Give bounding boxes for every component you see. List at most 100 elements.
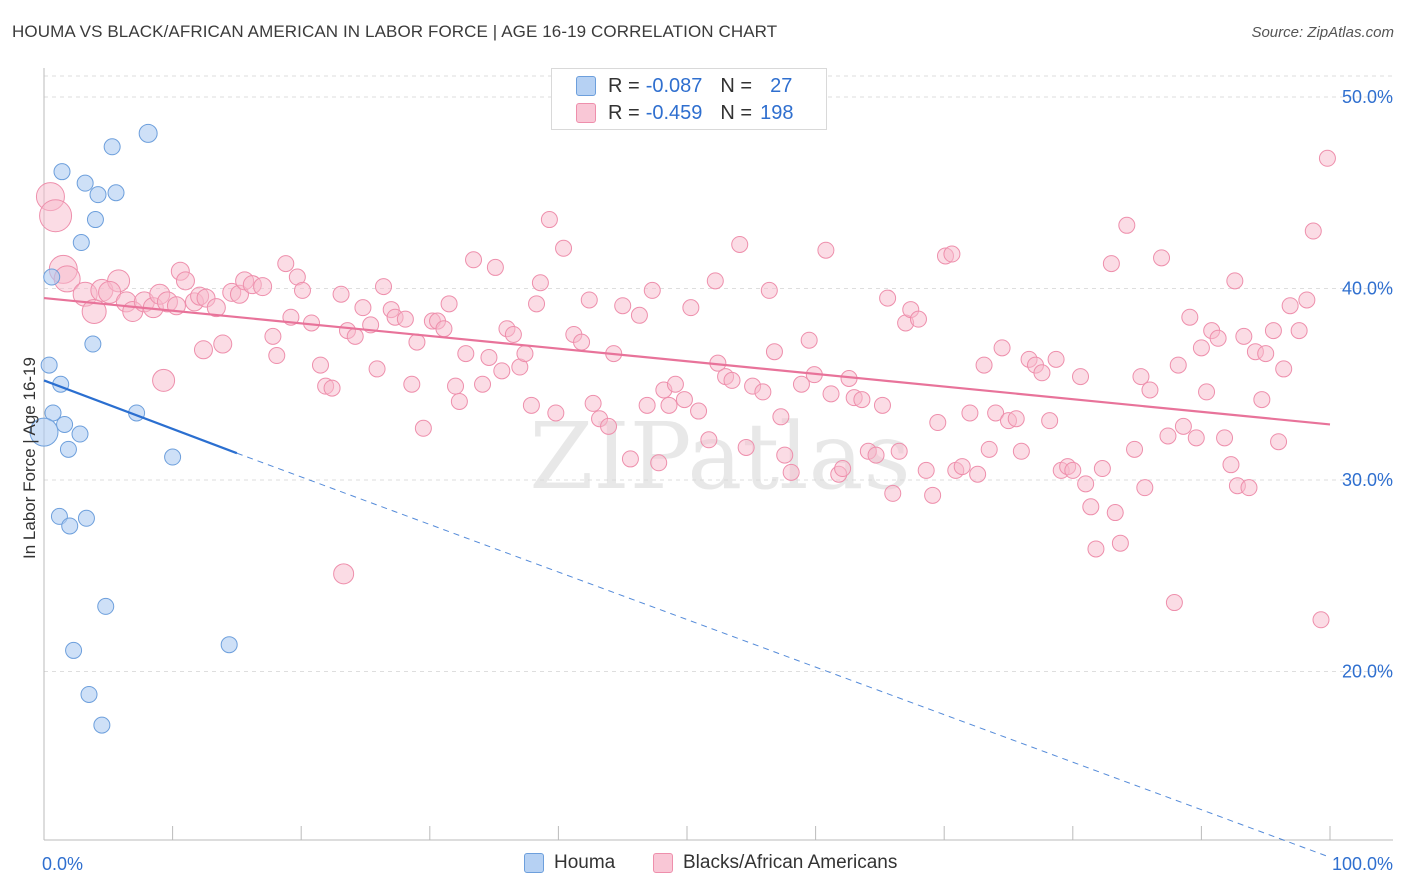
houma-point <box>40 356 58 374</box>
blacks-point <box>1007 410 1025 428</box>
houma-point <box>138 123 158 143</box>
blacks-point <box>396 310 414 328</box>
legend-row-houma: R = -0.087 N = 27 <box>552 73 792 99</box>
legend-item-blacks[interactable]: Blacks/African Americans <box>653 852 897 874</box>
blacks-point <box>754 383 772 401</box>
blacks-point <box>873 396 891 414</box>
blacks-point <box>1318 149 1336 167</box>
y-tick-label: 40.0% <box>1342 279 1393 299</box>
legend-r-label: R = <box>608 101 640 124</box>
blacks-point <box>580 291 598 309</box>
blacks-point <box>1064 461 1082 479</box>
houma-swatch <box>576 76 596 96</box>
blacks-point <box>969 465 987 483</box>
blacks-point <box>311 356 329 374</box>
blacks-point <box>1136 479 1154 497</box>
blacks-point <box>1222 456 1240 474</box>
blacks-point <box>1240 479 1258 497</box>
source-label: Source: ZipAtlas.com <box>1251 24 1394 41</box>
blacks-point <box>643 281 661 299</box>
blacks-point <box>1141 381 1159 399</box>
blacks-point <box>98 280 122 304</box>
legend-r-value: -0.087 <box>645 74 703 97</box>
blacks-point <box>573 333 591 351</box>
blacks-point <box>447 377 465 395</box>
houma-point <box>84 335 102 353</box>
legend-item-houma[interactable]: Houma <box>524 852 615 874</box>
houma-point <box>97 597 115 615</box>
blacks-point <box>293 281 311 299</box>
blacks-point <box>943 245 961 263</box>
blacks-point <box>493 362 511 380</box>
blacks-point <box>1226 272 1244 290</box>
blacks-point <box>1033 364 1051 382</box>
blacks-point <box>457 345 475 363</box>
houma-legend-swatch <box>524 853 544 873</box>
blacks-point <box>531 274 549 292</box>
houma-point <box>80 685 98 703</box>
blacks-point <box>1275 360 1293 378</box>
blacks-point <box>776 446 794 464</box>
blacks-point <box>924 486 942 504</box>
blacks-point <box>884 484 902 502</box>
blacks-point <box>465 251 483 269</box>
blacks-point <box>666 375 684 393</box>
blacks-trend-line <box>43 296 1331 426</box>
blacks-point <box>522 396 540 414</box>
series-houma-points <box>29 123 238 734</box>
blacks-point <box>638 396 656 414</box>
tick-labels: 20.0% 30.0% 40.0% 50.0% 0.0% 100.0% <box>42 87 1393 874</box>
blacks-point <box>953 458 971 476</box>
blacks-point <box>1290 322 1308 340</box>
blacks-point <box>193 340 213 360</box>
legend-item-label: Blacks/African Americans <box>683 852 898 873</box>
houma-trend-line <box>43 379 238 455</box>
blacks-point <box>264 327 282 345</box>
blacks-point <box>723 371 741 389</box>
blacks-point <box>1012 442 1030 460</box>
blacks-point <box>1298 291 1316 309</box>
chart-title: HOUMA VS BLACK/AFRICAN AMERICAN IN LABOR… <box>12 22 778 41</box>
blacks-point <box>346 327 364 345</box>
blacks-point <box>504 325 522 343</box>
blacks-point <box>206 298 226 318</box>
blacks-point <box>675 391 693 409</box>
houma-point <box>86 211 104 229</box>
houma-point <box>89 186 107 204</box>
blacks-point <box>1304 222 1322 240</box>
blacks-point <box>1132 368 1150 386</box>
blacks-point <box>760 281 778 299</box>
blacks-point <box>792 375 810 393</box>
houma-point <box>53 163 71 181</box>
blacks-point <box>682 299 700 317</box>
blacks-point <box>1159 427 1177 445</box>
houma-point <box>29 417 59 447</box>
blacks-point <box>650 454 668 472</box>
blacks-point <box>614 297 632 315</box>
blacks-point <box>528 295 546 313</box>
blacks-point <box>1082 498 1100 516</box>
blacks-point <box>403 375 421 393</box>
blacks-point <box>975 356 993 374</box>
blacks-point <box>1264 322 1282 340</box>
blacks-point <box>354 299 372 317</box>
legend-item-label: Houma <box>554 852 616 873</box>
trend-lines <box>43 296 1331 858</box>
blacks-point <box>408 333 426 351</box>
blacks-point <box>81 298 107 324</box>
blacks-point <box>690 402 708 420</box>
blacks-point <box>1169 356 1187 374</box>
blacks-point <box>1111 534 1129 552</box>
blacks-point <box>1047 350 1065 368</box>
blacks-point <box>817 241 835 259</box>
series-blacks-points <box>35 149 1336 629</box>
blacks-point <box>1312 611 1330 629</box>
blacks-point <box>853 391 871 409</box>
y-tick-label: 20.0% <box>1342 662 1393 682</box>
legend-r-label: R = <box>608 74 640 97</box>
houma-point <box>164 448 182 466</box>
y-tick-label: 50.0% <box>1342 87 1393 107</box>
blacks-point <box>1253 391 1271 409</box>
y-axis-label: In Labor Force | Age 16-19 <box>20 357 39 559</box>
blacks-point <box>1257 345 1275 363</box>
